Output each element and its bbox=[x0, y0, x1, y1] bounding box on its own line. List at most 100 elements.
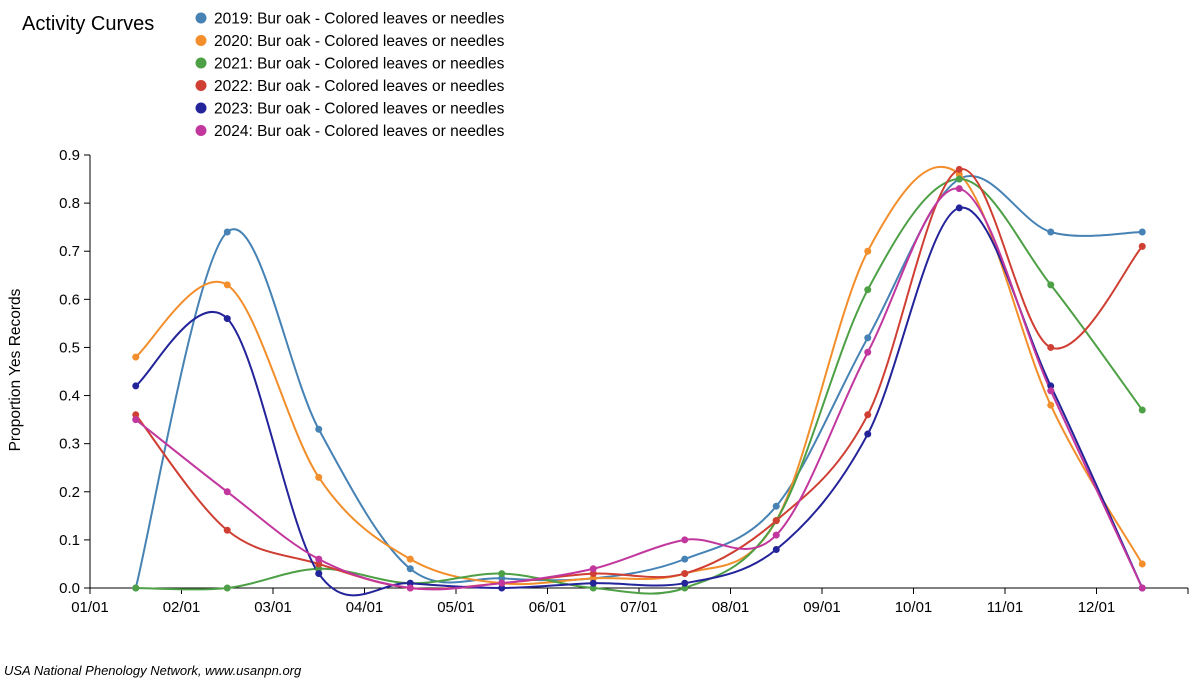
data-point bbox=[223, 281, 231, 289]
data-point bbox=[955, 185, 963, 193]
x-tick-label: 10/01 bbox=[895, 599, 933, 616]
data-point bbox=[681, 536, 689, 544]
series-lines bbox=[134, 166, 1144, 597]
data-point bbox=[589, 574, 597, 582]
data-point bbox=[589, 570, 597, 578]
data-point bbox=[681, 555, 689, 563]
data-point bbox=[498, 579, 506, 587]
data-point bbox=[315, 555, 323, 563]
data-point bbox=[589, 565, 597, 573]
data-point bbox=[406, 579, 414, 587]
legend-label: 2023: Bur oak - Colored leaves or needle… bbox=[214, 101, 505, 118]
data-point bbox=[955, 170, 963, 178]
legend-label: 2019: Bur oak - Colored leaves or needle… bbox=[214, 11, 505, 28]
y-tick-label: 0.4 bbox=[59, 388, 80, 405]
data-point bbox=[406, 584, 414, 592]
x-tick-label: 07/01 bbox=[620, 599, 658, 616]
data-point bbox=[864, 411, 872, 419]
data-point bbox=[315, 473, 323, 481]
data-point bbox=[132, 353, 140, 361]
data-point bbox=[864, 247, 872, 255]
x-tick-label: 02/01 bbox=[163, 599, 201, 616]
legend-marker bbox=[195, 102, 207, 114]
legend-marker bbox=[195, 80, 207, 91]
x-tick-label: 04/01 bbox=[346, 599, 384, 616]
data-point bbox=[1047, 401, 1055, 409]
data-point bbox=[1138, 584, 1146, 592]
chart-title: Activity Curves bbox=[22, 13, 154, 35]
legend-marker bbox=[195, 57, 207, 69]
series-line bbox=[135, 166, 1144, 586]
data-point bbox=[772, 531, 780, 539]
data-point bbox=[864, 348, 872, 356]
x-tick-label: 01/01 bbox=[71, 599, 109, 616]
data-point bbox=[1047, 343, 1055, 351]
y-tick-label: 0.2 bbox=[59, 484, 80, 501]
y-tick-label: 0.5 bbox=[59, 339, 80, 356]
data-point bbox=[498, 584, 506, 592]
data-point bbox=[772, 517, 780, 525]
data-point bbox=[315, 565, 323, 573]
data-point bbox=[681, 579, 689, 587]
y-tick-label: 0.7 bbox=[59, 243, 80, 260]
data-point bbox=[955, 165, 963, 173]
data-point bbox=[1047, 281, 1055, 289]
data-point bbox=[132, 416, 140, 424]
data-point bbox=[315, 570, 323, 578]
series-line bbox=[135, 206, 1144, 597]
legend-marker bbox=[195, 125, 207, 136]
credit-text: USA National Phenology Network, www.usan… bbox=[4, 663, 302, 678]
x-tick-label: 06/01 bbox=[529, 599, 567, 616]
data-point bbox=[589, 584, 597, 592]
data-point bbox=[1138, 228, 1146, 236]
x-tick-label: 08/01 bbox=[712, 599, 750, 616]
data-point bbox=[223, 315, 231, 323]
x-tick-label: 12/01 bbox=[1078, 599, 1116, 616]
data-point bbox=[223, 584, 231, 592]
y-tick-label: 0.1 bbox=[59, 532, 80, 549]
y-axis: 0.0 0.1 0.2 0.3 0.4 0.5 0.6 0.7 0.8 0.9 bbox=[59, 147, 91, 597]
legend-label: 2022: Bur oak - Colored leaves or needle… bbox=[214, 78, 505, 95]
data-point bbox=[589, 579, 597, 587]
legend-label: 2021: Bur oak - Colored leaves or needle… bbox=[214, 56, 505, 73]
data-point bbox=[681, 584, 689, 592]
data-point bbox=[315, 560, 323, 568]
y-tick-label: 0.8 bbox=[59, 195, 80, 212]
legend-label: 2024: Bur oak - Colored leaves or needle… bbox=[214, 123, 505, 140]
data-point bbox=[1138, 406, 1146, 414]
data-point bbox=[406, 555, 414, 563]
data-point bbox=[955, 204, 963, 212]
x-tick-label: 09/01 bbox=[803, 599, 841, 616]
data-point bbox=[1047, 228, 1055, 236]
data-point bbox=[132, 382, 140, 390]
data-point bbox=[864, 334, 872, 342]
y-axis-label: Proportion Yes Records bbox=[7, 288, 24, 451]
data-point bbox=[772, 546, 780, 554]
data-point bbox=[864, 286, 872, 294]
x-tick-label: 05/01 bbox=[437, 599, 475, 616]
data-point bbox=[315, 425, 323, 433]
legend: 2019: Bur oak - Colored leaves or needle… bbox=[195, 11, 505, 140]
data-point bbox=[498, 574, 506, 582]
y-tick-label: 0.0 bbox=[59, 580, 80, 597]
data-point bbox=[1047, 382, 1055, 390]
data-point bbox=[681, 570, 689, 578]
data-point bbox=[1138, 560, 1146, 568]
data-point bbox=[772, 502, 780, 510]
series-line bbox=[135, 187, 1144, 591]
data-point bbox=[132, 584, 140, 592]
data-point bbox=[223, 228, 231, 236]
data-point bbox=[498, 570, 506, 578]
legend-marker bbox=[195, 35, 207, 46]
data-point bbox=[955, 175, 963, 183]
series-points bbox=[132, 165, 1146, 592]
data-point bbox=[1047, 387, 1055, 395]
legend-label: 2020: Bur oak - Colored leaves or needle… bbox=[214, 33, 505, 50]
x-tick-label: 11/01 bbox=[987, 599, 1023, 616]
y-tick-label: 0.9 bbox=[59, 147, 80, 164]
x-tick-label: 03/01 bbox=[254, 599, 292, 616]
data-point bbox=[223, 526, 231, 534]
data-point bbox=[223, 488, 231, 496]
data-point bbox=[132, 411, 140, 419]
